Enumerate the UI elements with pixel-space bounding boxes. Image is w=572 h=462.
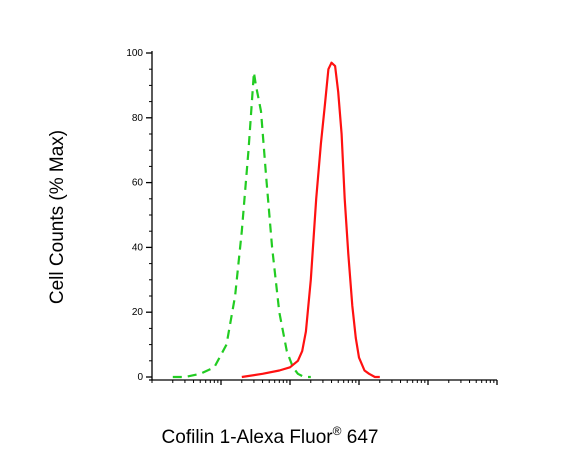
y-tick-label-100: 100 [126,48,143,59]
axes: 0 20 40 60 80 100 [126,48,498,385]
x-axis-title-suffix: 647 [341,427,378,448]
series-layer [172,61,380,379]
y-axis-title: Cell Counts (% Max) [47,130,68,304]
histogram-series-sample [241,61,380,379]
y-tick-label-0: 0 [137,372,143,383]
y-tick-label-60: 60 [132,178,144,189]
histogram-series-control [172,71,311,379]
y-tick-label-40: 40 [132,242,144,253]
x-axis-title-superscript: ® [333,424,342,438]
x-axis-title: Cofilin 1-Alexa Fluor® 647 [162,424,379,448]
y-tick-label-80: 80 [132,113,144,124]
x-axis-title-main: Cofilin 1-Alexa Fluor [162,427,334,448]
y-tick-label-20: 20 [132,307,144,318]
